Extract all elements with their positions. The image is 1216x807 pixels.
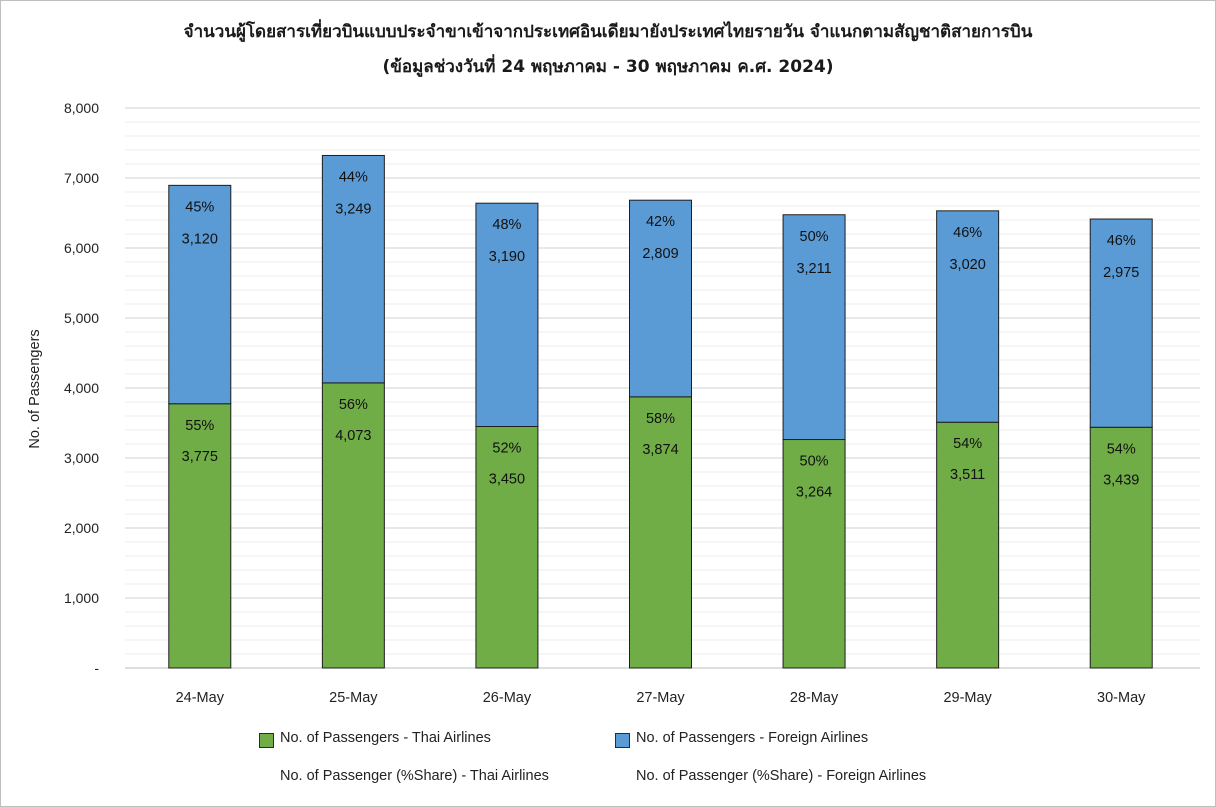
legend-swatch-thai (259, 733, 274, 748)
x-axis-ticks: 24-May 25-May 26-May 27-May 28-May 29-May 30-M… (176, 690, 1147, 706)
chart-subtitle: (ข้อมูลช่วงวันที่ 24 พฤษภาคม - 30 พฤษภาค… (382, 57, 834, 77)
data-label-thai-value: 4,073 (335, 428, 371, 444)
bar-thai-airlines (475, 426, 539, 669)
bars (168, 154, 1153, 669)
data-label-foreign-value: 3,190 (489, 249, 525, 265)
x-tick-label: 25-May (329, 690, 378, 706)
bar-thai-airlines (936, 421, 1000, 669)
y-tick-label: 7,000 (64, 170, 99, 186)
chart-title: จำนวนผู้โดยสารเที่ยวบินแบบประจำขาเข้าจาก… (183, 22, 1033, 42)
x-tick-label: 30-May (1097, 690, 1146, 706)
bar-foreign-airlines (475, 202, 539, 427)
data-label-thai-share: 50% (800, 454, 829, 470)
x-tick-label: 24-May (176, 690, 225, 706)
y-axis-ticks: - 1,000 2,000 3,000 4,000 5,000 6,000 7,000 8,00… (64, 100, 99, 676)
data-labels: 55% 3,775 45% 3,120 56% 4,073 44% 3,249 52% 3,450… (182, 169, 1140, 500)
bar-foreign-airlines (782, 214, 846, 441)
data-label-thai-share: 56% (339, 397, 368, 413)
bar-foreign-airlines (321, 154, 385, 384)
bar-foreign-airlines (1089, 218, 1153, 428)
y-tick-label: 5,000 (64, 310, 99, 326)
data-label-foreign-value: 3,249 (335, 201, 371, 217)
y-tick-label: 8,000 (64, 100, 99, 116)
bar-thai-airlines (629, 396, 692, 669)
y-tick-label: - (94, 660, 99, 676)
data-label-thai-share: 52% (492, 441, 521, 457)
data-label-thai-value: 3,450 (489, 472, 525, 488)
y-tick-label: 4,000 (64, 380, 99, 396)
y-tick-label: 2,000 (64, 520, 99, 536)
bar-foreign-airlines (936, 210, 1000, 423)
data-label-foreign-share: 45% (185, 199, 214, 215)
bar-thai-airlines (321, 382, 385, 669)
x-tick-label: 29-May (943, 690, 992, 706)
bar-foreign-airlines (168, 184, 232, 405)
data-label-foreign-share: 48% (492, 217, 521, 233)
legend-label-foreign-share: No. of Passenger (%Share) - Foreign Airl… (636, 768, 927, 784)
legend-label-foreign: No. of Passengers - Foreign Airlines (636, 730, 869, 746)
x-tick-label: 26-May (483, 690, 532, 706)
bar-thai-airlines (1089, 426, 1153, 669)
data-label-thai-value: 3,874 (642, 442, 678, 458)
x-tick-label: 28-May (790, 690, 839, 706)
data-label-foreign-share: 42% (646, 214, 675, 230)
data-label-thai-value: 3,511 (950, 467, 985, 483)
legend-label-thai-share: No. of Passenger (%Share) - Thai Airline… (280, 768, 549, 784)
data-label-thai-share: 54% (1107, 441, 1136, 457)
bar-foreign-airlines (629, 199, 692, 398)
data-label-foreign-share: 46% (953, 225, 982, 241)
y-tick-label: 1,000 (64, 590, 99, 606)
data-label-foreign-value: 2,975 (1103, 265, 1139, 281)
data-label-thai-value: 3,264 (796, 485, 832, 501)
data-label-thai-share: 58% (646, 411, 675, 427)
data-label-thai-value: 3,439 (1103, 472, 1139, 488)
data-label-foreign-share: 44% (339, 169, 368, 185)
data-label-foreign-value: 2,809 (642, 246, 678, 262)
data-label-foreign-value: 3,020 (949, 257, 985, 273)
data-label-thai-value: 3,775 (182, 449, 218, 465)
legend-swatch-foreign (615, 733, 630, 748)
data-label-thai-share: 55% (185, 418, 214, 434)
data-label-foreign-value: 3,211 (796, 261, 831, 277)
y-tick-label: 6,000 (64, 240, 99, 256)
data-label-foreign-share: 46% (1107, 233, 1136, 249)
legend-label-thai: No. of Passengers - Thai Airlines (280, 730, 491, 746)
y-tick-label: 3,000 (64, 450, 99, 466)
bar-thai-airlines (168, 403, 232, 669)
data-label-thai-share: 54% (953, 436, 982, 452)
bar-thai-airlines (782, 439, 846, 669)
data-label-foreign-value: 3,120 (182, 231, 218, 247)
x-tick-label: 27-May (636, 690, 685, 706)
y-axis-label: No. of Passengers (27, 329, 43, 448)
data-label-foreign-share: 50% (800, 229, 829, 245)
